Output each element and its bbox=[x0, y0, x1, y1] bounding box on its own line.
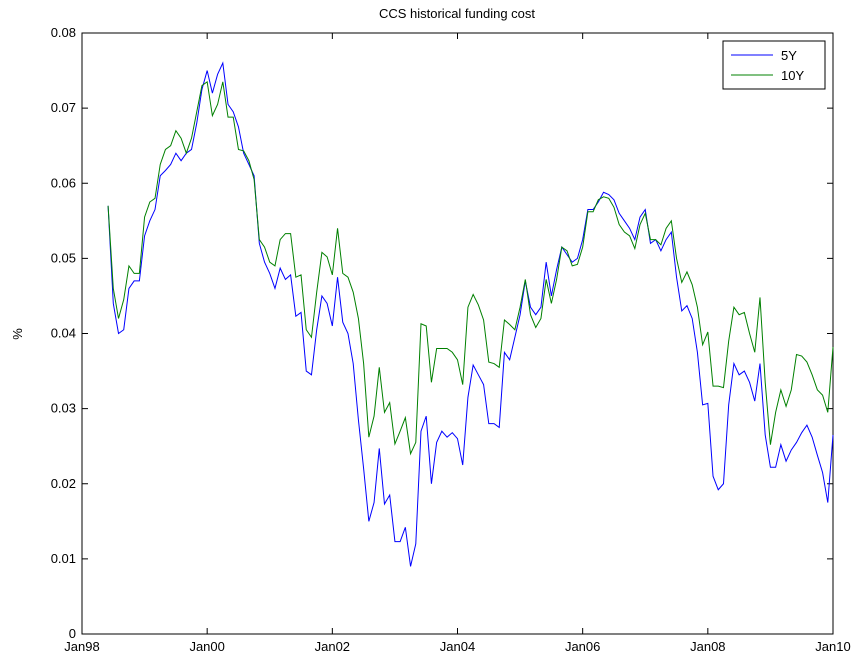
series-line bbox=[107, 61, 834, 567]
x-tick-label: Jan06 bbox=[565, 639, 600, 654]
x-tick-label: Jan02 bbox=[315, 639, 350, 654]
y-tick-label: 0.07 bbox=[51, 100, 76, 115]
series-line bbox=[107, 80, 834, 456]
x-tick-label: Jan10 bbox=[815, 639, 850, 654]
x-tick-label: Jan00 bbox=[189, 639, 224, 654]
y-tick-label: 0.08 bbox=[51, 25, 76, 40]
y-tick-label: 0.01 bbox=[51, 551, 76, 566]
y-tick-label: 0.03 bbox=[51, 401, 76, 416]
legend-label: 5Y bbox=[781, 48, 797, 63]
y-tick-label: 0.06 bbox=[51, 175, 76, 190]
x-tick-label: Jan98 bbox=[64, 639, 99, 654]
y-axis-label: % bbox=[10, 328, 25, 340]
x-tick-label: Jan04 bbox=[440, 639, 475, 654]
y-tick-label: 0 bbox=[69, 626, 76, 641]
y-tick-label: 0.02 bbox=[51, 476, 76, 491]
legend-box bbox=[722, 40, 826, 90]
chart-title: CCS historical funding cost bbox=[379, 6, 535, 21]
y-tick-label: 0.04 bbox=[51, 326, 76, 341]
x-tick-label: Jan08 bbox=[690, 639, 725, 654]
y-tick-label: 0.05 bbox=[51, 250, 76, 265]
legend-label: 10Y bbox=[781, 68, 804, 83]
